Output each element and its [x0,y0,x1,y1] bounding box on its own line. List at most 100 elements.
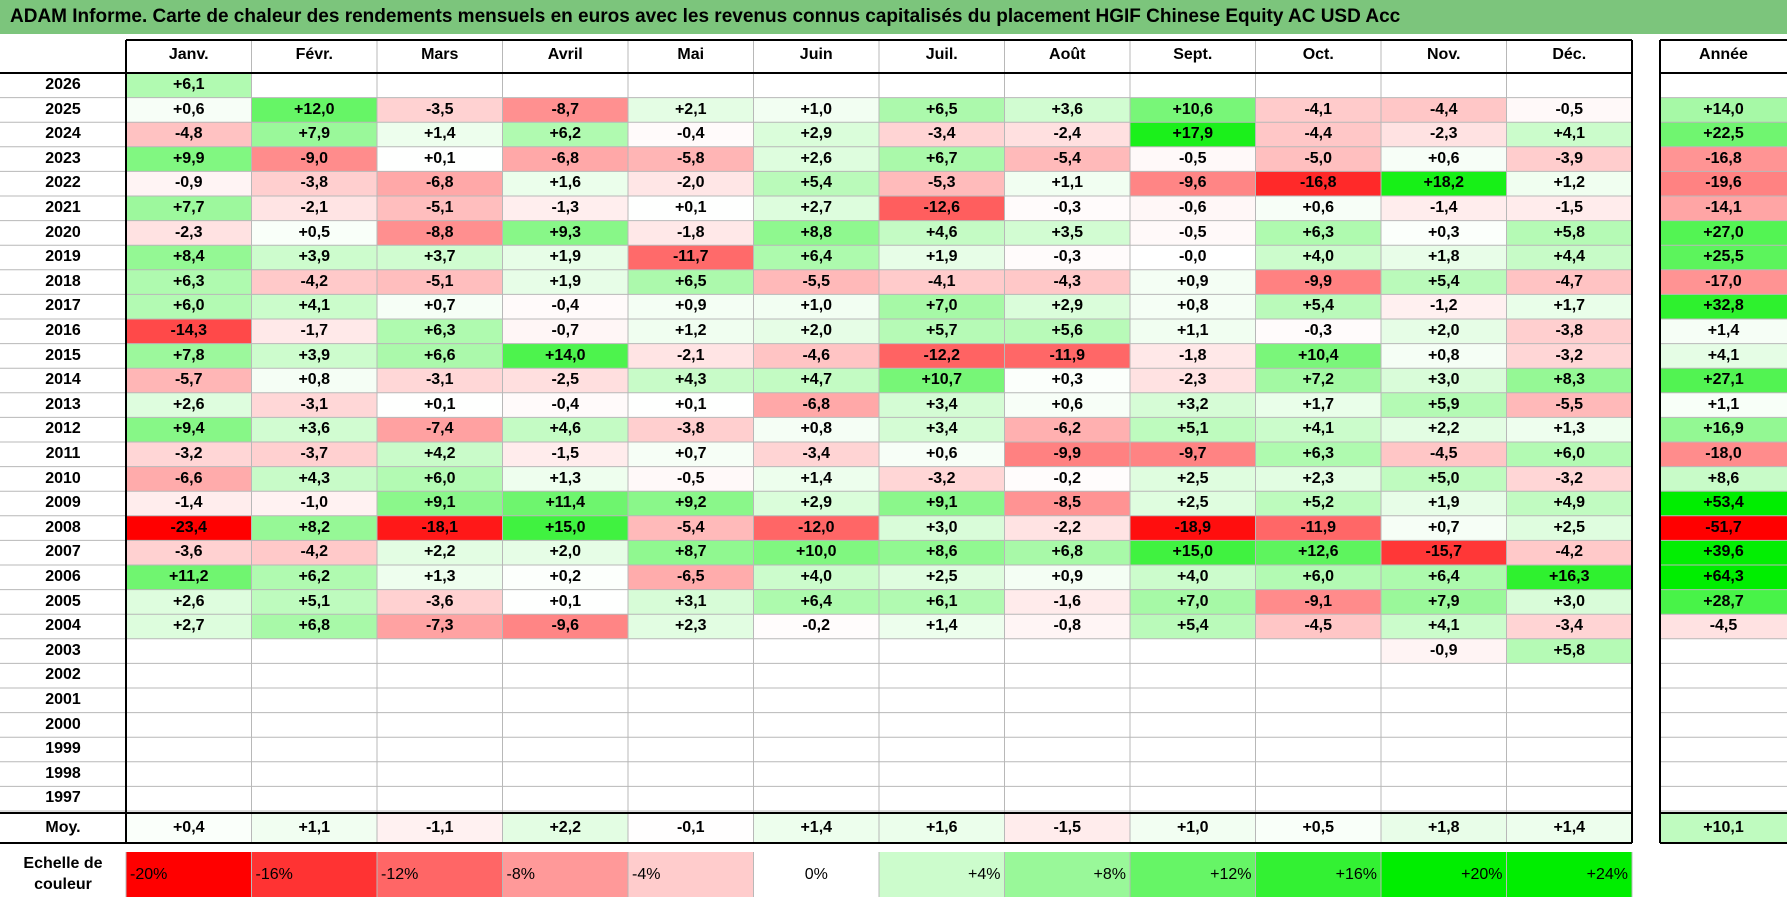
heatmap-cell: +9,1 [377,491,503,516]
annual-return-cell: +1,1 [1660,392,1787,418]
heatmap-cell: +3,2 [1130,392,1256,418]
heatmap-cell: -3,8 [251,171,377,196]
heatmap-cell: +6,5 [879,97,1005,123]
annual-return-cell: +32,8 [1660,294,1787,319]
row-year-label: 2009 [0,491,126,516]
heatmap-cell: +1,2 [1506,171,1632,196]
heatmap-cell: -0,4 [502,392,628,418]
heatmap-cell: +2,5 [1506,515,1632,541]
heatmap-cell [1130,638,1256,664]
row-year-label: 2010 [0,466,126,492]
heatmap-cell [1506,73,1632,98]
heatmap-cell: +4,1 [1506,122,1632,147]
heatmap-cell: +1,4 [377,122,503,147]
month-header-7: Juil. [879,40,1005,70]
average-cell: -0,1 [628,813,754,843]
row-year-label: 2006 [0,565,126,590]
heatmap-cell: +6,3 [377,319,503,344]
heatmap-cell: +2,7 [126,614,252,639]
heatmap-cell: +6,1 [879,589,1005,615]
heatmap-cell [1506,712,1632,738]
heatmap-cell: +9,9 [126,146,252,172]
heatmap-cell: -6,8 [377,171,503,196]
heatmap-cell: +4,1 [1255,417,1381,442]
heatmap-cell: -5,5 [1506,392,1632,418]
heatmap-cell: +10,4 [1255,343,1381,369]
heatmap-cell: -8,5 [1004,491,1130,516]
heatmap-cell: +0,6 [879,442,1005,467]
heatmap-cell: +15,0 [1130,540,1256,565]
row-year-label: 2026 [0,73,126,98]
row-year-label: 2003 [0,638,126,664]
heatmap-cell [879,663,1005,688]
heatmap-cell: -11,9 [1004,343,1130,369]
average-cell: +1,4 [1506,813,1632,843]
heatmap-cell: +10,7 [879,368,1005,393]
heatmap-cell: -7,3 [377,614,503,639]
heatmap-cell: +7,0 [879,294,1005,319]
heatmap-cell [628,663,754,688]
heatmap-cell: +6,8 [251,614,377,639]
heatmap-cell: +6,8 [1004,540,1130,565]
heatmap-cell: -2,3 [126,220,252,246]
row-year-label: 2000 [0,712,126,738]
heatmap-cell [1004,737,1130,762]
heatmap-cell: +6,2 [251,565,377,590]
annual-return-cell: -4,5 [1660,614,1787,639]
row-year-label: 2025 [0,97,126,123]
heatmap-cell [502,786,628,811]
heatmap-cell: +5,1 [1130,417,1256,442]
heatmap-cell [1004,712,1130,738]
heatmap-cell [628,712,754,738]
heatmap-cell: +6,2 [502,122,628,147]
color-scale-label: Echelle de couleur [0,852,126,897]
heatmap-cell [1506,663,1632,688]
heatmap-cell: +0,3 [1381,220,1507,246]
heatmap-cell: +3,0 [879,515,1005,541]
heatmap-cell: +0,9 [1004,565,1130,590]
heatmap-cell: -12,2 [879,343,1005,369]
heatmap-cell [126,761,252,787]
heatmap-cell: -6,6 [126,466,252,492]
heatmap-cell: +0,6 [126,97,252,123]
heatmap-cell: -9,6 [502,614,628,639]
heatmap-cell: +1,7 [1255,392,1381,418]
heatmap-cell: +4,3 [251,466,377,492]
heatmap-cell: +0,8 [251,368,377,393]
heatmap-cell: +4,4 [1506,245,1632,270]
heatmap-cell: +4,1 [251,294,377,319]
month-header-1: Janv. [126,40,252,70]
heatmap-cell: +4,6 [502,417,628,442]
heatmap-cell: +0,1 [377,392,503,418]
heatmap-cell: +10,0 [753,540,879,565]
heatmap-cell: -1,3 [502,196,628,221]
annual-return-cell: +53,4 [1660,491,1787,516]
heatmap-cell: +10,6 [1130,97,1256,123]
heatmap-cell: +0,7 [628,442,754,467]
heatmap-cell: -2,4 [1004,122,1130,147]
row-year-label: 1999 [0,737,126,762]
heatmap-cell: +1,0 [753,97,879,123]
heatmap-cell [1381,663,1507,688]
heatmap-cell [1004,663,1130,688]
heatmap-cell: -3,2 [879,466,1005,492]
heatmap-cell [126,786,252,811]
heatmap-cell: +15,0 [502,515,628,541]
heatmap-cell: -4,4 [1381,97,1507,123]
heatmap-cell: +2,9 [753,491,879,516]
heatmap-cell [251,688,377,713]
heatmap-cell [251,737,377,762]
heatmap-cell: +2,2 [1381,417,1507,442]
row-year-label: 2018 [0,269,126,295]
heatmap-cell: -1,8 [628,220,754,246]
heatmap-cell: -0,7 [502,319,628,344]
heatmap-cell: -1,7 [251,319,377,344]
heatmap-cell: +2,7 [753,196,879,221]
heatmap-cell: +9,1 [879,491,1005,516]
heatmap-cell: -5,1 [377,196,503,221]
heatmap-cell: +2,9 [1004,294,1130,319]
heatmap-cell: -1,8 [1130,343,1256,369]
heatmap-cell: -1,2 [1381,294,1507,319]
heatmap-cell: +0,6 [1004,392,1130,418]
heatmap-cell [1381,761,1507,787]
